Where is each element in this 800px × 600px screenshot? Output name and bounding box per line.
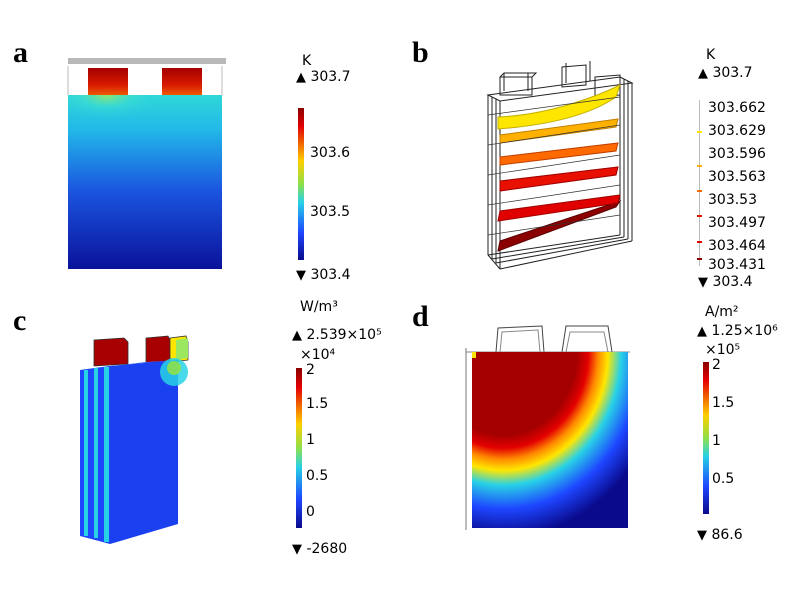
panel-a-unit: K [302,53,312,69]
panel-d-colorbar [703,362,709,514]
panel-c-tick: 1.5 [306,396,329,412]
panel-b-level: 303.629 [708,123,766,139]
panel-a-tick: 303.6 [310,145,351,161]
positive-tab [88,68,128,96]
panel-b-max: ▲ 303.7 [698,66,753,81]
panel-b-level: 303.431 [708,257,766,273]
panel-d-current-density-figure [465,325,630,530]
negative-tab [162,68,202,96]
panel-c-colorbar [296,368,302,528]
panel-d-min: ▼ 86.6 [697,528,743,543]
panel-b-level: 303.464 [708,238,766,254]
panel-b-min-value: 303.4 [712,274,753,290]
max-marker-icon: ▲ [296,70,306,85]
panel-b-label: b [412,36,429,69]
current-density-field [472,352,628,528]
panel-a-max: ▲ 303.7 [296,70,351,85]
panel-d-max: ▲ 1.25×10⁶ [697,324,778,339]
panel-a-temperature-figure [67,58,226,269]
panel-a-min-value: 303.4 [310,267,351,283]
panel-b-level-mark [697,215,702,217]
panel-b-legend-line [699,100,700,266]
max-marker-icon: ▲ [698,66,708,81]
panel-d-tick: 1 [712,433,721,449]
min-marker-icon: ▼ [296,268,306,283]
panel-b-min: ▼ 303.4 [698,275,753,290]
panel-d-label: d [412,300,429,333]
max-marker-icon: ▲ [292,328,302,343]
panel-b-level: 303.563 [708,169,766,185]
panel-c-min: ▼ -2680 [292,542,347,557]
panel-c-min-value: -2680 [306,541,348,557]
panel-a-min: ▼ 303.4 [296,268,351,283]
min-marker-icon: ▼ [698,275,708,290]
panel-b-level-mark [697,258,702,260]
panel-c-heat-source-figure [80,335,189,544]
panel-b-level-mark [697,165,702,167]
panel-b-level-mark [697,131,702,133]
panel-c-unit: W/m³ [300,299,338,315]
current-collector-bar [68,58,226,64]
panel-b-level-mark [697,241,702,243]
panel-d-max-value: 1.25×10⁶ [711,323,778,339]
panel-c-max: ▲ 2.539×10⁵ [292,328,382,343]
panel-c-tick: 0.5 [306,468,329,484]
panel-d-unit: A/m² [705,304,739,320]
panel-b-level: 303.497 [708,215,766,231]
panel-b-level: 303.53 [708,192,757,208]
panel-b-level-mark [697,190,702,192]
panel-a-colorbar [298,108,304,260]
panel-b-max-value: 303.7 [712,65,753,81]
panel-d-min-value: 86.6 [711,527,743,543]
max-marker-icon: ▲ [697,324,707,339]
panel-d-tick: 1.5 [712,395,735,411]
panel-c-tick: 0 [306,504,315,520]
panel-a-label: a [13,36,28,69]
panel-a-tick: 303.5 [310,204,351,220]
min-marker-icon: ▼ [697,528,707,543]
panel-d-tick: 0.5 [712,471,735,487]
panel-c-tick: 2 [306,362,315,378]
panel-b-isosurface-figure [486,61,634,270]
panel-c-tick: 1 [306,432,315,448]
panel-d-scale: ×10⁵ [705,342,741,358]
panel-a-max-value: 303.7 [310,69,351,85]
panel-b-level: 303.662 [708,100,766,116]
min-marker-icon: ▼ [292,542,302,557]
panel-d-tick: 2 [712,357,721,373]
panel-c-label: c [13,304,27,337]
panel-c-max-value: 2.539×10⁵ [306,327,382,343]
panel-b-unit: K [706,47,716,63]
panel-c-scale: ×10⁴ [300,347,336,363]
panel-b-level: 303.596 [708,146,766,162]
